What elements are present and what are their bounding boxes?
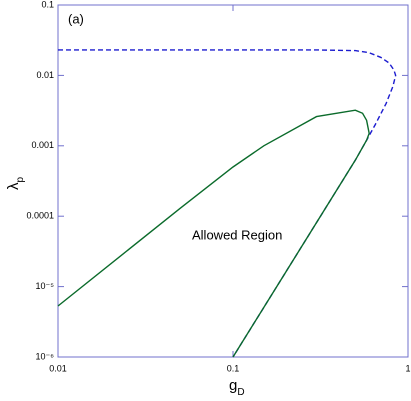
x-tick-label: 0.01 [49, 363, 67, 373]
y-tick-label: 10⁻⁵ [36, 281, 55, 291]
x-label-sub: D [237, 387, 244, 398]
x-label-main: g [229, 377, 237, 394]
x-axis-label: gD [229, 377, 245, 398]
y-tick-label: 0.001 [31, 140, 54, 150]
panel-label: (a) [68, 11, 84, 26]
series-line [58, 49, 397, 358]
x-tick-label: 0.1 [227, 363, 240, 373]
x-tick-label: 1 [405, 363, 410, 373]
y-label-sub: p [15, 177, 26, 183]
series-line [57, 109, 370, 358]
region-label: Allowed Region [192, 227, 282, 242]
y-label-main: λ [5, 182, 22, 190]
y-axis-label: λp [5, 177, 26, 191]
plot-frame [57, 4, 409, 358]
y-tick-label: 0.01 [36, 70, 54, 80]
y-tick-label: 10⁻⁶ [36, 351, 55, 361]
y-tick-label: 0.1 [41, 0, 54, 9]
y-tick-label: 0.0001 [26, 211, 54, 221]
